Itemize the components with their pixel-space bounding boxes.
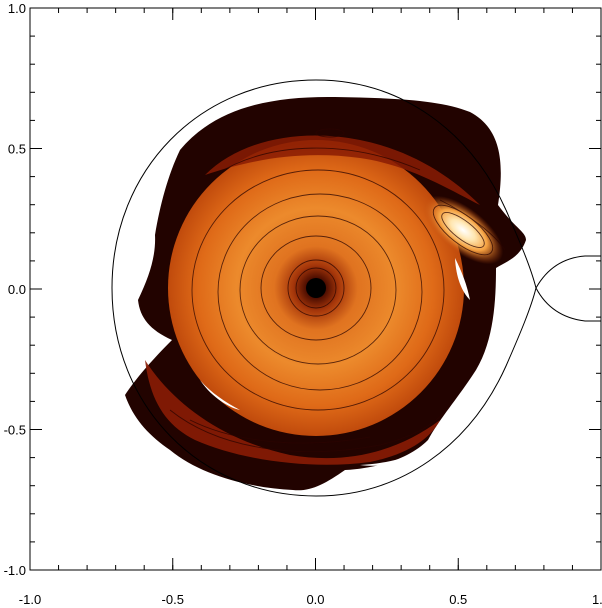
primary-roche-lobe xyxy=(111,79,537,497)
y-tick-label: -1.0 xyxy=(4,563,26,578)
plot-area xyxy=(111,79,601,497)
secondary-roche-lobe xyxy=(505,209,601,322)
y-axis: -1.0 -0.5 0.0 0.5 1.0 xyxy=(4,1,601,578)
x-tick-label: 0.0 xyxy=(306,592,324,607)
x-tick-label: 0.5 xyxy=(449,592,467,607)
spiral-arm-north xyxy=(205,135,480,205)
y-tick-label: 0.5 xyxy=(8,142,26,157)
x-tick-label: 1.0 xyxy=(592,592,602,607)
y-tick-label: 0.0 xyxy=(8,282,26,297)
hot-spot xyxy=(422,195,504,265)
x-tick-label: -0.5 xyxy=(162,592,184,607)
y-tick-label: -0.5 xyxy=(4,423,26,438)
y-tick-label: 1.0 xyxy=(8,1,26,16)
central-hole xyxy=(306,278,326,298)
x-axis: -1.0 -0.5 0.0 0.5 1.0 xyxy=(19,8,602,607)
disc-gap-east xyxy=(455,258,470,300)
accretion-disc xyxy=(125,96,526,491)
contour-lines xyxy=(169,128,506,453)
disc-gap-south xyxy=(360,452,420,466)
roche-lobe-outline xyxy=(111,79,601,497)
x-tick-label: -1.0 xyxy=(19,592,41,607)
spiral-arm-south xyxy=(145,360,440,465)
